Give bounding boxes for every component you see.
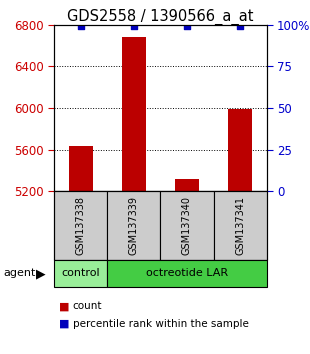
Text: GSM137339: GSM137339: [129, 196, 139, 255]
FancyBboxPatch shape: [107, 260, 267, 287]
FancyBboxPatch shape: [214, 191, 267, 260]
Text: ■: ■: [59, 319, 69, 329]
Text: control: control: [61, 268, 100, 279]
FancyBboxPatch shape: [54, 191, 107, 260]
Point: [78, 24, 83, 29]
Bar: [228, 109, 252, 191]
Point: [184, 24, 189, 29]
Point: [131, 24, 136, 29]
Text: count: count: [73, 301, 102, 311]
Text: agent: agent: [3, 268, 35, 279]
Text: GSM137341: GSM137341: [235, 196, 245, 255]
Bar: [122, 37, 146, 191]
FancyBboxPatch shape: [161, 191, 214, 260]
Bar: [175, 179, 199, 191]
Text: percentile rank within the sample: percentile rank within the sample: [73, 319, 249, 329]
Point: [237, 24, 242, 29]
FancyBboxPatch shape: [107, 191, 161, 260]
Text: GSM137340: GSM137340: [182, 196, 192, 255]
Text: ▶: ▶: [36, 267, 45, 280]
Title: GDS2558 / 1390566_a_at: GDS2558 / 1390566_a_at: [67, 8, 254, 25]
Bar: [69, 147, 93, 191]
Text: ■: ■: [59, 301, 69, 311]
Text: octreotide LAR: octreotide LAR: [146, 268, 228, 279]
Text: GSM137338: GSM137338: [76, 196, 86, 255]
FancyBboxPatch shape: [54, 260, 107, 287]
